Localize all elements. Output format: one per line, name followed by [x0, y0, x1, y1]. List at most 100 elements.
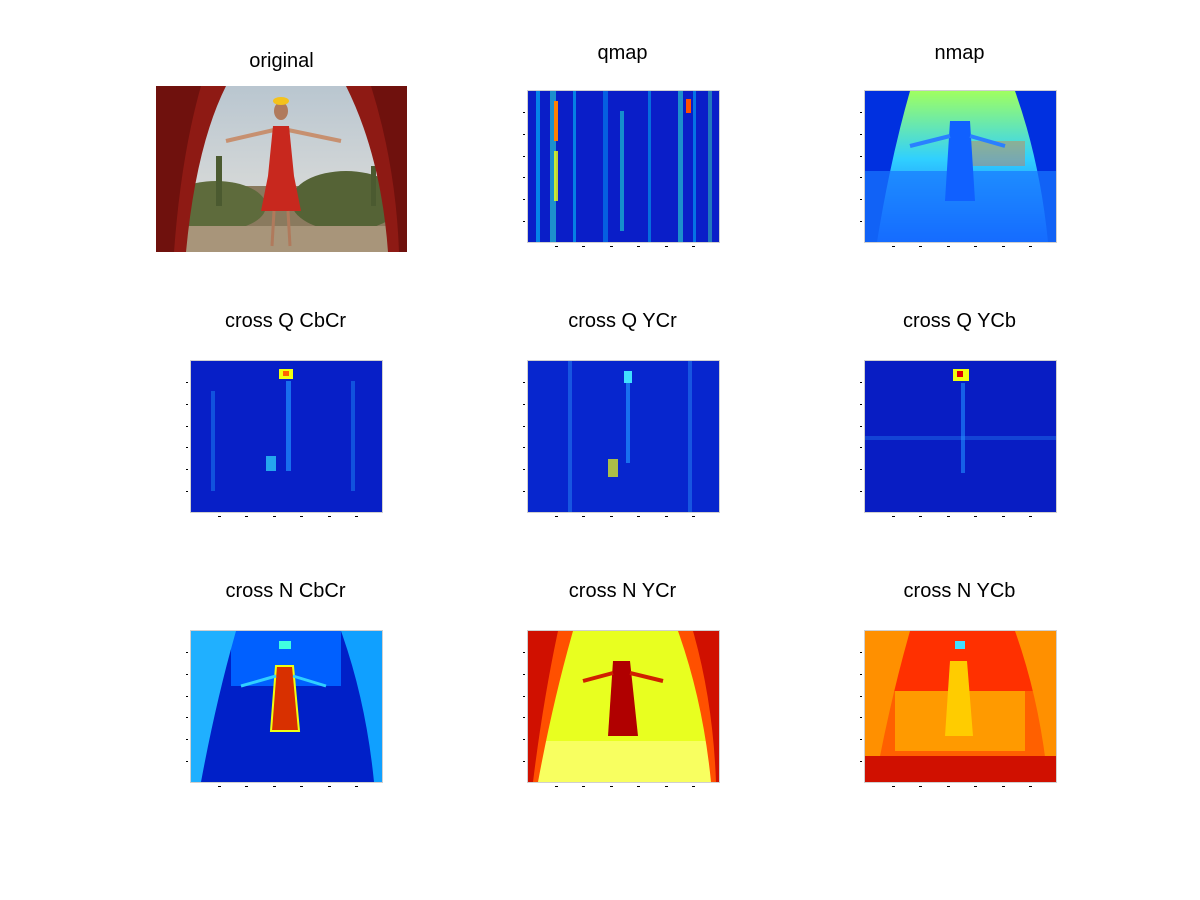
y-axis-tick: [860, 112, 862, 113]
panel-title: cross N YCb: [861, 580, 1058, 603]
y-axis-tick: [186, 382, 188, 383]
y-axis-tick: [860, 696, 862, 697]
x-axis-tick: [892, 786, 895, 787]
x-axis-tick: [1029, 246, 1032, 247]
panel-original: original: [156, 48, 407, 254]
x-axis-tick: [692, 516, 695, 517]
y-axis-tick: [860, 717, 862, 718]
panel-cross-q-cbcr: cross Q CbCr: [187, 310, 384, 516]
panel-title: original: [156, 50, 407, 73]
x-axis-tick: [300, 786, 303, 787]
nmap-heatmap: [864, 90, 1057, 243]
panel-cross-q-ycb: cross Q YCb: [861, 310, 1058, 516]
y-axis-tick: [523, 177, 525, 178]
y-axis-tick: [186, 674, 188, 675]
y-axis-tick: [860, 382, 862, 383]
y-axis-tick: [523, 112, 525, 113]
panel-cross-n-cbcr: cross N CbCr: [187, 580, 384, 786]
cross-q-ycr-heatmap: [527, 360, 720, 513]
x-axis-tick: [610, 246, 613, 247]
cross-q-ycb-heatmap: [864, 360, 1057, 513]
y-axis-tick: [523, 404, 525, 405]
y-axis-tick: [186, 426, 188, 427]
qmap-heatmap: [527, 90, 720, 243]
y-axis-tick: [186, 404, 188, 405]
cross-n-cbcr-heatmap: [190, 630, 383, 783]
y-axis-tick: [860, 652, 862, 653]
x-axis-tick: [582, 516, 585, 517]
x-axis-tick: [610, 786, 613, 787]
cross-n-ycb-heatmap: [864, 630, 1057, 783]
y-axis-tick: [523, 426, 525, 427]
x-axis-tick: [665, 516, 668, 517]
x-axis-tick: [1002, 246, 1005, 247]
y-axis-tick: [523, 382, 525, 383]
x-axis-tick: [355, 516, 358, 517]
y-axis-tick: [186, 696, 188, 697]
x-axis-tick: [919, 786, 922, 787]
x-axis-tick: [328, 786, 331, 787]
panel-title: cross Q CbCr: [187, 310, 384, 333]
x-axis-tick: [300, 516, 303, 517]
original-photo: [156, 86, 407, 252]
y-axis-tick: [186, 469, 188, 470]
x-axis-tick: [555, 516, 558, 517]
x-axis-tick: [245, 516, 248, 517]
panel-cross-q-ycr: cross Q YCr: [524, 310, 721, 516]
x-axis-tick: [974, 516, 977, 517]
x-axis-tick: [974, 786, 977, 787]
x-axis-tick: [582, 786, 585, 787]
x-axis-tick: [665, 246, 668, 247]
x-axis-tick: [555, 786, 558, 787]
y-axis-tick: [860, 134, 862, 135]
y-axis-tick: [523, 674, 525, 675]
y-axis-tick: [523, 652, 525, 653]
y-axis-tick: [860, 177, 862, 178]
x-axis-tick: [1002, 786, 1005, 787]
y-axis-tick: [860, 674, 862, 675]
x-axis-tick: [273, 516, 276, 517]
x-axis-tick: [218, 786, 221, 787]
y-axis-tick: [186, 739, 188, 740]
x-axis-tick: [637, 246, 640, 247]
x-axis-tick: [582, 246, 585, 247]
y-axis-tick: [523, 134, 525, 135]
y-axis-tick: [523, 221, 525, 222]
x-axis-tick: [637, 786, 640, 787]
y-axis-tick: [523, 199, 525, 200]
x-axis-tick: [355, 786, 358, 787]
x-axis-tick: [919, 516, 922, 517]
x-axis-tick: [1029, 786, 1032, 787]
panel-title: cross N YCr: [524, 580, 721, 603]
y-axis-tick: [860, 156, 862, 157]
cross-q-cbcr-heatmap: [190, 360, 383, 513]
y-axis-tick: [523, 761, 525, 762]
y-axis-tick: [860, 469, 862, 470]
x-axis-tick: [692, 246, 695, 247]
y-axis-tick: [860, 426, 862, 427]
x-axis-tick: [947, 786, 950, 787]
panel-cross-n-ycr: cross N YCr: [524, 580, 721, 786]
x-axis-tick: [218, 516, 221, 517]
x-axis-tick: [974, 246, 977, 247]
x-axis-tick: [1002, 516, 1005, 517]
y-axis-tick: [860, 199, 862, 200]
y-axis-tick: [860, 221, 862, 222]
panel-title: cross Q YCr: [524, 310, 721, 333]
x-axis-tick: [328, 516, 331, 517]
y-axis-tick: [186, 761, 188, 762]
y-axis-tick: [523, 717, 525, 718]
x-axis-tick: [637, 516, 640, 517]
x-axis-tick: [892, 246, 895, 247]
x-axis-tick: [892, 516, 895, 517]
x-axis-tick: [947, 516, 950, 517]
x-axis-tick: [919, 246, 922, 247]
y-axis-tick: [860, 739, 862, 740]
x-axis-tick: [555, 246, 558, 247]
y-axis-tick: [523, 739, 525, 740]
y-axis-tick: [186, 652, 188, 653]
y-axis-tick: [523, 447, 525, 448]
y-axis-tick: [186, 717, 188, 718]
y-axis-tick: [523, 696, 525, 697]
